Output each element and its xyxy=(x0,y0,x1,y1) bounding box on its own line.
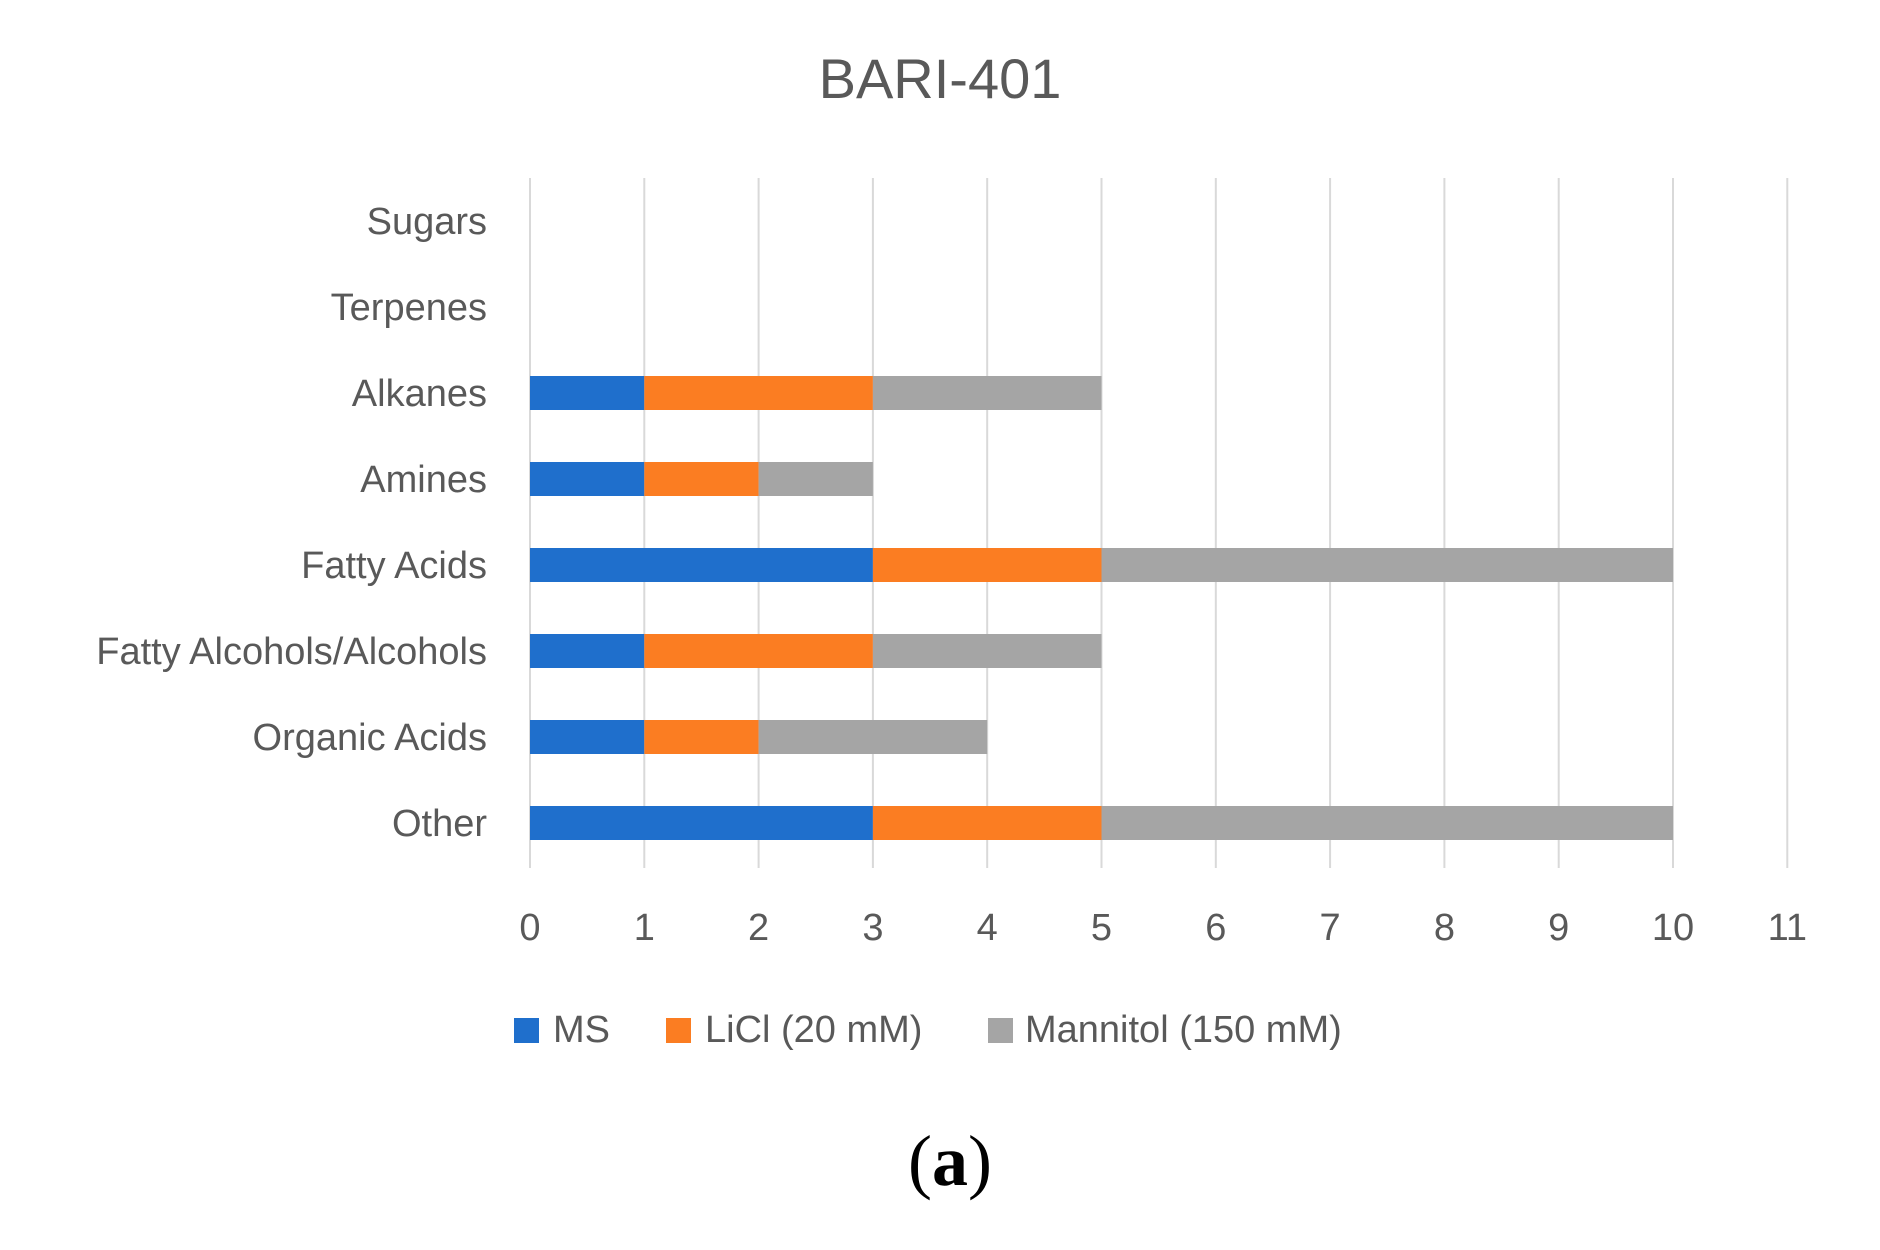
category-labels: Sugars Terpenes Alkanes Amines Fatty Acids Fa… xyxy=(96,201,487,845)
x-tick-label: 10 xyxy=(1652,907,1694,949)
x-tick-label: 5 xyxy=(1091,907,1112,949)
x-tick-label: 3 xyxy=(862,907,883,949)
bar-segment xyxy=(644,634,873,668)
bar-segment xyxy=(530,462,645,496)
chart-title: BARI-401 xyxy=(819,47,1062,110)
caption-open-paren: ( xyxy=(908,1121,932,1201)
category-label: Organic Acids xyxy=(253,717,487,759)
legend-swatch xyxy=(988,1018,1013,1043)
bar-segment xyxy=(872,634,1102,668)
x-tick-label: 4 xyxy=(977,907,998,949)
bar-segment xyxy=(1101,548,1673,582)
bar-segment xyxy=(872,376,1102,410)
bar-segment xyxy=(644,462,759,496)
caption-close-paren: ) xyxy=(968,1121,992,1201)
x-tick-label: 6 xyxy=(1205,907,1226,949)
bar-segment xyxy=(530,634,645,668)
category-label: Sugars xyxy=(367,201,487,243)
category-label: Fatty Acids xyxy=(301,545,487,587)
category-label: Amines xyxy=(360,459,487,501)
legend-label: MS xyxy=(553,1009,610,1051)
bar-segment xyxy=(644,720,759,754)
x-tick-label: 1 xyxy=(634,907,655,949)
caption-label: a xyxy=(932,1121,968,1201)
figure-caption: (a) xyxy=(908,1121,992,1201)
x-tick-label: 7 xyxy=(1320,907,1341,949)
bar-segment xyxy=(872,548,1102,582)
category-label: Other xyxy=(392,803,487,845)
legend: MS LiCl (20 mM) Mannitol (150 mM) xyxy=(514,1009,1342,1051)
bar-segment xyxy=(530,548,873,582)
category-label: Alkanes xyxy=(352,373,487,415)
x-tick-label: 2 xyxy=(748,907,769,949)
bar-segment xyxy=(530,720,645,754)
bar-segment xyxy=(644,376,873,410)
x-tick-label: 9 xyxy=(1548,907,1569,949)
legend-swatch xyxy=(666,1018,691,1043)
x-tick-label: 0 xyxy=(519,907,540,949)
category-label: Fatty Alcohols/Alcohols xyxy=(96,631,487,673)
x-axis-ticks: 0 1 2 3 4 5 6 7 8 9 10 11 xyxy=(519,907,1807,949)
bar-segment xyxy=(758,720,988,754)
gridlines xyxy=(529,178,1789,868)
legend-label: LiCl (20 mM) xyxy=(705,1009,922,1051)
bars xyxy=(530,376,1673,840)
bar-segment xyxy=(758,462,873,496)
legend-label: Mannitol (150 mM) xyxy=(1025,1009,1342,1051)
category-label: Terpenes xyxy=(331,287,487,329)
bar-segment xyxy=(872,806,1102,840)
bar-segment xyxy=(1101,806,1673,840)
bar-segment xyxy=(530,806,873,840)
bar-segment xyxy=(530,376,645,410)
x-tick-label: 8 xyxy=(1434,907,1455,949)
legend-swatch xyxy=(514,1018,539,1043)
x-tick-label: 11 xyxy=(1768,907,1807,949)
